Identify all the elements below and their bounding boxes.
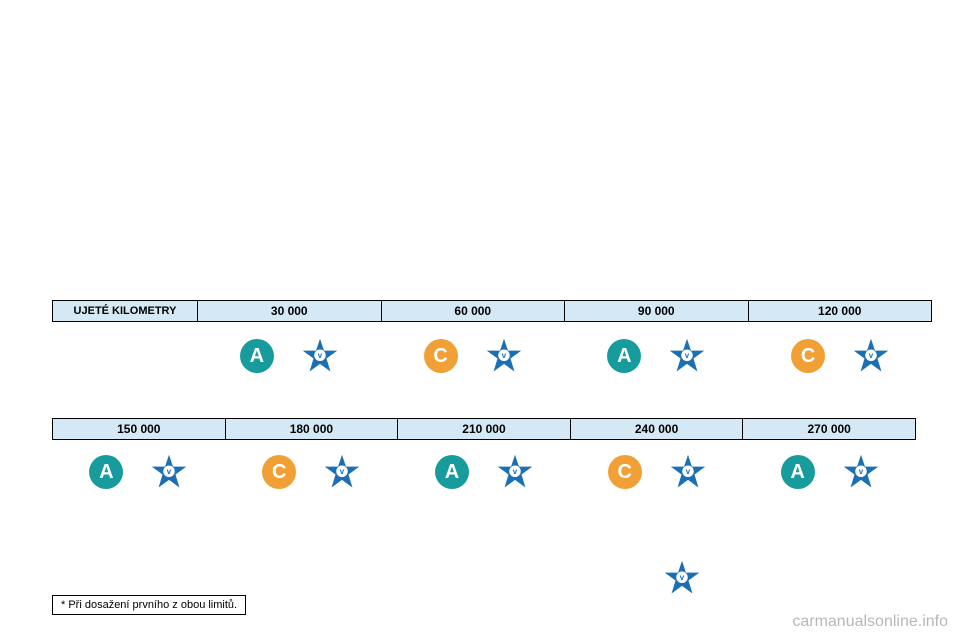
star-icon: v [664, 560, 700, 596]
km-cell: 270 000 [743, 419, 915, 439]
km-table-1-header: UJETÉ KILOMETRY 30 000 60 000 90 000 120… [52, 300, 932, 322]
km-table-2-icons: A v C v A v C v A v [52, 444, 916, 500]
service-badge-c: C [262, 455, 296, 489]
km-cell: 30 000 [198, 301, 382, 321]
service-icon-cell: C v [225, 454, 398, 490]
km-cell: 90 000 [565, 301, 749, 321]
km-cell: 240 000 [571, 419, 744, 439]
svg-text:v: v [340, 467, 345, 476]
svg-text:v: v [685, 351, 690, 360]
svg-text:v: v [513, 467, 518, 476]
star-icon: v [843, 454, 879, 490]
km-cell: 180 000 [226, 419, 399, 439]
svg-text:v: v [167, 467, 172, 476]
service-badge-a: A [89, 455, 123, 489]
km-cell: 210 000 [398, 419, 571, 439]
service-icon-cell: C v [381, 338, 565, 374]
star-icon: v [302, 338, 338, 374]
star-icon: v [151, 454, 187, 490]
svg-text:v: v [869, 351, 874, 360]
star-icon: v [853, 338, 889, 374]
service-badge-c: C [424, 339, 458, 373]
service-badge-a: A [781, 455, 815, 489]
service-icon-cell: A v [743, 454, 916, 490]
service-badge-a: A [240, 339, 274, 373]
km-cell: 150 000 [53, 419, 226, 439]
svg-text:v: v [858, 467, 863, 476]
svg-text:v: v [680, 573, 685, 582]
svg-text:v: v [501, 351, 506, 360]
service-icon-cell: A v [565, 338, 749, 374]
km-cell: 120 000 [749, 301, 932, 321]
service-badge-c: C [791, 339, 825, 373]
svg-text:v: v [318, 351, 323, 360]
svg-text:v: v [686, 467, 691, 476]
service-icon-cell: C v [570, 454, 743, 490]
star-icon: v [669, 338, 705, 374]
service-badge-a: A [435, 455, 469, 489]
km-header-label: UJETÉ KILOMETRY [53, 301, 198, 321]
footnote-text: * Při dosažení prvního z obou limitů. [52, 595, 246, 615]
service-icon-cell: C v [748, 338, 932, 374]
service-icon-cell: A v [52, 454, 225, 490]
km-cell: 60 000 [382, 301, 566, 321]
service-badge-a: A [607, 339, 641, 373]
km-table-1-icons: A v C v A v C v [52, 328, 932, 384]
service-badge-c: C [608, 455, 642, 489]
star-icon: v [324, 454, 360, 490]
star-icon: v [497, 454, 533, 490]
km-table-2-header: 150 000 180 000 210 000 240 000 270 000 [52, 418, 916, 440]
service-icon-cell: A v [197, 338, 381, 374]
star-icon: v [486, 338, 522, 374]
watermark-text: carmanualsonline.info [792, 613, 948, 631]
star-icon: v [670, 454, 706, 490]
service-icon-cell: A v [398, 454, 571, 490]
